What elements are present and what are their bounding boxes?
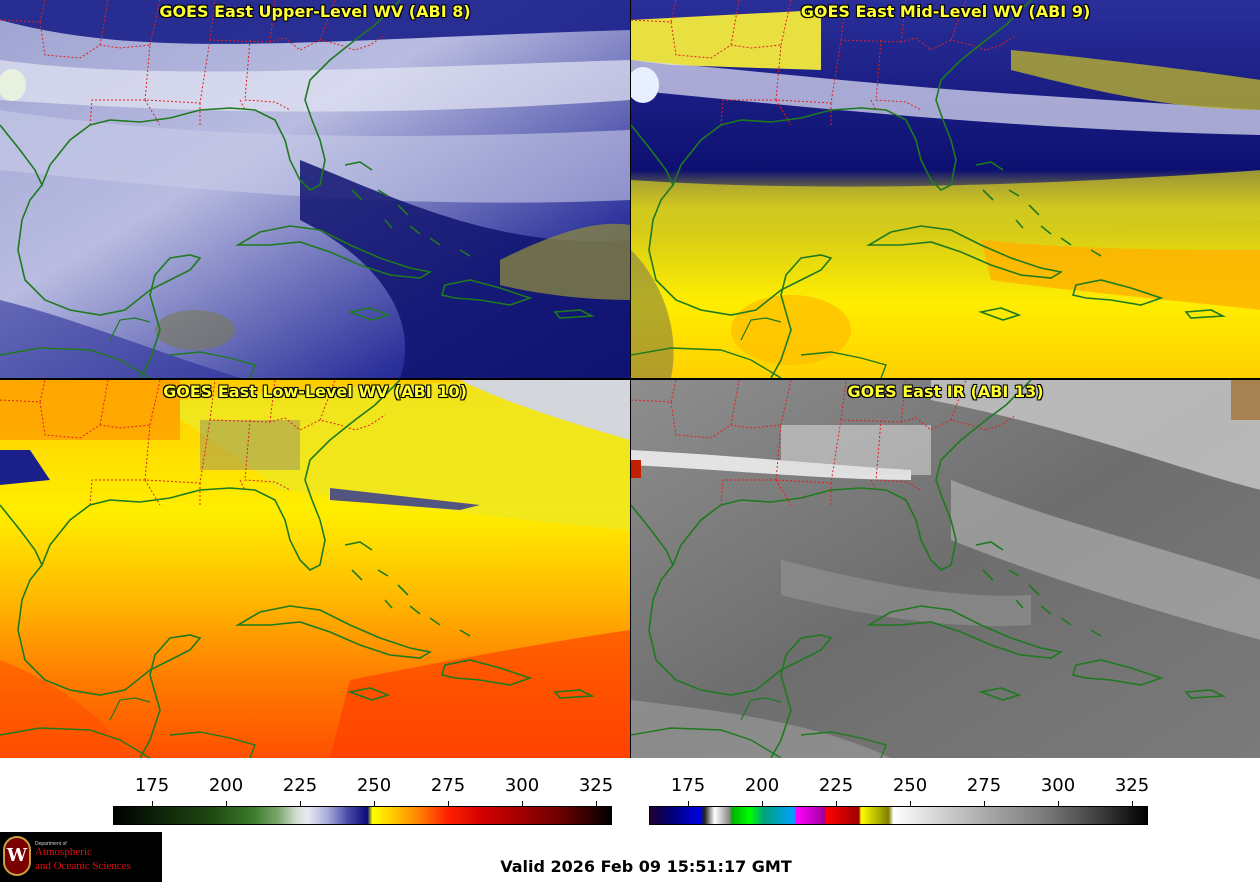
wv-tick-label: 325 (578, 775, 614, 796)
ir-tick-label: 300 (1040, 775, 1076, 796)
ir-tick-label: 225 (818, 775, 854, 796)
panel-divider-horizontal (0, 378, 1260, 380)
panel-title: GOES East Low-Level WV (ABI 10) (163, 382, 467, 401)
low-level-wv-panel: GOES East Low-Level WV (ABI 10) (0, 380, 630, 758)
ir-tick-label: 175 (670, 775, 706, 796)
panel-title: GOES East Upper-Level WV (ABI 8) (159, 2, 471, 21)
ir-tick-mark (836, 801, 837, 806)
wv-tick-label: 200 (208, 775, 244, 796)
mid-level-wv-panel: GOES East Mid-Level WV (ABI 9) (631, 0, 1260, 378)
wv-tick-mark (152, 801, 153, 806)
ir-tick-mark (910, 801, 911, 806)
ir-colorbar-gradient (649, 806, 1148, 825)
ir-tick-label: 275 (966, 775, 1002, 796)
wv-tick-mark (522, 801, 523, 806)
logo-dept-text: Department of (35, 841, 67, 847)
wv-tick-mark (300, 801, 301, 806)
logo-line2: and Oceanic Sciences (35, 860, 131, 872)
ir-tick-label: 325 (1114, 775, 1150, 796)
ir-image (631, 380, 1260, 758)
ir-panel: GOES East IR (ABI 13) (631, 380, 1260, 758)
logo-line1: Atmospheric (35, 846, 92, 858)
ir-tick-mark (762, 801, 763, 806)
wv-tick-label: 250 (356, 775, 392, 796)
wv-tick-mark (374, 801, 375, 806)
ir-tick-mark (1132, 801, 1133, 806)
wv-tick-mark (596, 801, 597, 806)
wv-tick-label: 275 (430, 775, 466, 796)
upper-level-wv-panel: GOES East Upper-Level WV (ABI 8) (0, 0, 630, 378)
panel-title: GOES East Mid-Level WV (ABI 9) (800, 2, 1091, 21)
ir-tick-label: 250 (892, 775, 928, 796)
wv-tick-label: 175 (134, 775, 170, 796)
uw-seal-icon: W (3, 836, 31, 876)
mid-level-wv-image (631, 0, 1260, 378)
upper-level-wv-image (0, 0, 630, 378)
wv-colorbar-gradient (113, 806, 612, 825)
ir-tick-mark (688, 801, 689, 806)
ir-tick-label: 200 (744, 775, 780, 796)
wv-tick-mark (226, 801, 227, 806)
ir-tick-mark (1058, 801, 1059, 806)
ir-tick-mark (984, 801, 985, 806)
valid-time: Valid 2026 Feb 09 15:51:17 GMT (500, 857, 792, 876)
aos-logo[interactable]: W Department of Atmospheric and Oceanic … (0, 832, 162, 882)
colorbar-area (0, 758, 1260, 838)
wv-tick-mark (448, 801, 449, 806)
wv-tick-label: 225 (282, 775, 318, 796)
panel-title: GOES East IR (ABI 13) (847, 382, 1044, 401)
wv-tick-label: 300 (504, 775, 540, 796)
low-level-wv-image (0, 380, 630, 758)
